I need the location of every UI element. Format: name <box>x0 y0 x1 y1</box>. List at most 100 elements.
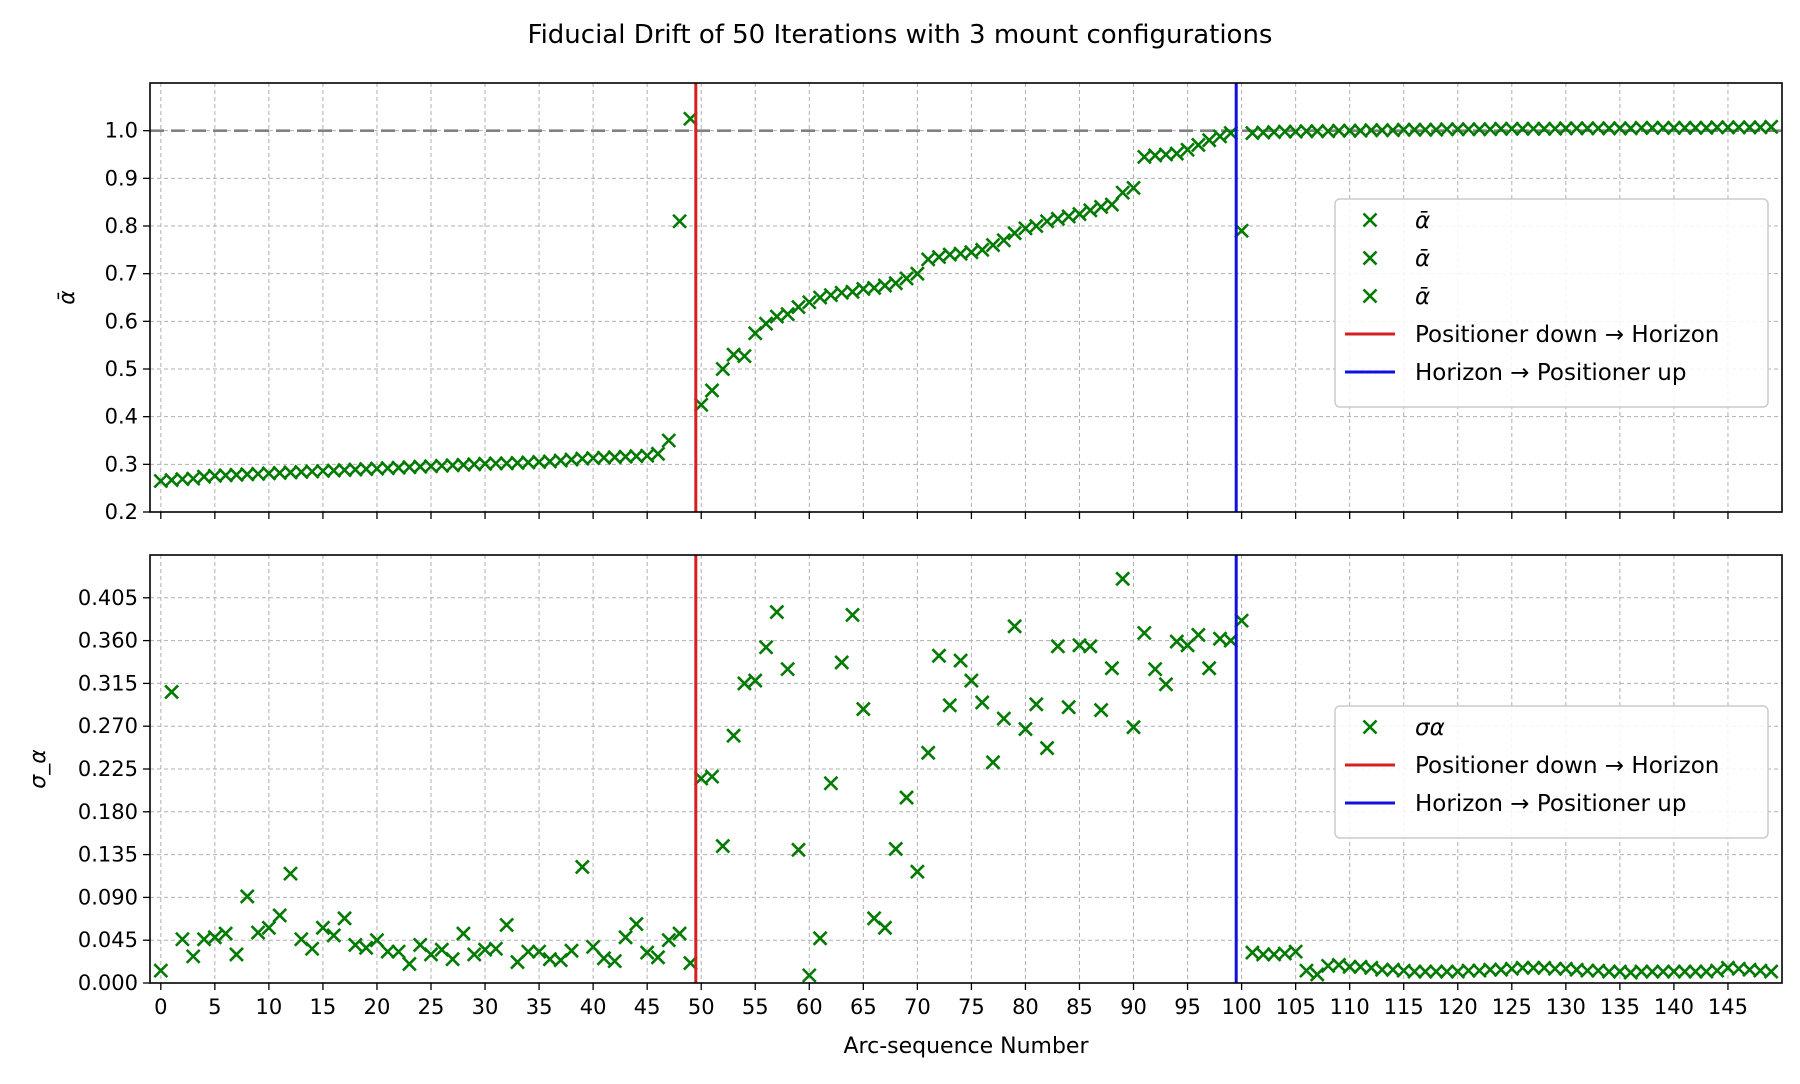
data-point <box>866 280 882 296</box>
data-point <box>488 455 504 471</box>
y-tick-label: 0.3 <box>105 452 138 476</box>
data-point <box>726 728 742 744</box>
data-point <box>985 754 1001 770</box>
data-point <box>1342 959 1358 975</box>
data-point <box>1634 964 1649 980</box>
data-point <box>1461 121 1476 137</box>
data-point <box>380 944 396 960</box>
x-tick-label: 40 <box>580 995 607 1019</box>
data-point <box>564 943 579 959</box>
data-point <box>1309 123 1325 139</box>
data-point <box>931 648 947 664</box>
data-point <box>1407 122 1422 138</box>
data-point <box>585 939 601 955</box>
data-point <box>1007 225 1023 241</box>
data-point <box>175 931 190 947</box>
data-point <box>823 287 839 303</box>
data-point <box>985 237 1001 253</box>
y-axis-label: ᾱ <box>55 290 80 305</box>
data-point <box>618 929 633 945</box>
data-point <box>1709 119 1725 135</box>
data-point <box>1342 123 1358 139</box>
data-point <box>369 932 385 948</box>
data-point <box>974 242 990 258</box>
data-point <box>1601 964 1617 980</box>
data-point <box>1580 963 1595 979</box>
data-point <box>1007 618 1023 634</box>
data-point <box>1072 206 1087 222</box>
legend-box <box>1334 198 1769 408</box>
x-tick-label: 45 <box>634 995 661 1019</box>
data-point <box>834 655 850 670</box>
data-point <box>1709 963 1725 979</box>
data-point <box>888 841 904 857</box>
x-tick-label: 135 <box>1600 995 1640 1019</box>
y-tick-label: 0.045 <box>78 928 138 952</box>
data-point <box>791 299 806 315</box>
data-point <box>996 232 1012 248</box>
data-point <box>1104 660 1120 676</box>
data-point <box>1763 964 1779 980</box>
data-point <box>574 859 590 875</box>
y-axis-label: σ_α <box>26 749 51 789</box>
legend-label: ᾱ <box>1415 246 1430 272</box>
x-axis-label: Arc-sequence Number <box>843 1034 1089 1059</box>
data-point <box>445 951 461 967</box>
data-point <box>672 213 688 229</box>
x-tick-label: 130 <box>1546 995 1586 1019</box>
x-tick-label: 125 <box>1492 995 1532 1019</box>
data-point <box>1061 699 1077 715</box>
data-point <box>1104 197 1120 212</box>
x-tick-label: 80 <box>1012 995 1039 1019</box>
data-point <box>1504 121 1520 137</box>
x-tick-label: 60 <box>796 995 823 1019</box>
x-tick-label: 75 <box>958 995 985 1019</box>
x-tick-label: 100 <box>1222 995 1262 1019</box>
legend-label: ᾱ <box>1415 208 1430 234</box>
x-tick-label: 50 <box>688 995 715 1019</box>
data-point <box>1655 964 1671 980</box>
data-point <box>1688 964 1703 980</box>
data-point <box>520 944 536 960</box>
data-point <box>1677 964 1693 980</box>
data-point <box>1439 964 1455 980</box>
data-point <box>1742 119 1757 135</box>
data-point <box>931 249 947 265</box>
data-point <box>1136 625 1152 641</box>
data-point <box>737 348 752 364</box>
data-point <box>1147 661 1163 677</box>
data-point <box>1082 202 1098 218</box>
data-point <box>1309 967 1325 982</box>
x-tick-label: 95 <box>1174 995 1201 1019</box>
data-point <box>1558 120 1574 136</box>
data-point <box>1428 964 1444 980</box>
data-point <box>909 864 925 880</box>
data-point <box>628 916 644 932</box>
data-point <box>1126 719 1141 735</box>
data-point <box>704 383 720 398</box>
x-tick-label: 10 <box>256 995 283 1019</box>
data-point <box>812 290 828 305</box>
data-point <box>1201 132 1217 148</box>
data-point <box>229 947 244 962</box>
data-point <box>337 910 352 926</box>
data-point <box>780 306 796 322</box>
data-point <box>1028 696 1044 712</box>
data-point <box>953 653 969 668</box>
data-point <box>218 926 234 941</box>
data-point <box>499 917 515 933</box>
data-point <box>239 889 255 904</box>
data-point <box>1126 180 1141 196</box>
data-point <box>747 673 763 688</box>
data-point <box>661 932 677 948</box>
data-point <box>920 251 936 267</box>
data-point <box>1299 963 1314 979</box>
data-point <box>909 266 925 282</box>
data-point <box>1439 121 1455 137</box>
data-point <box>1612 120 1628 136</box>
x-tick-label: 0 <box>154 995 167 1019</box>
data-point <box>963 673 979 688</box>
legend-marker <box>1362 288 1378 304</box>
legend-label: Horizon → Positioner up <box>1415 360 1686 386</box>
